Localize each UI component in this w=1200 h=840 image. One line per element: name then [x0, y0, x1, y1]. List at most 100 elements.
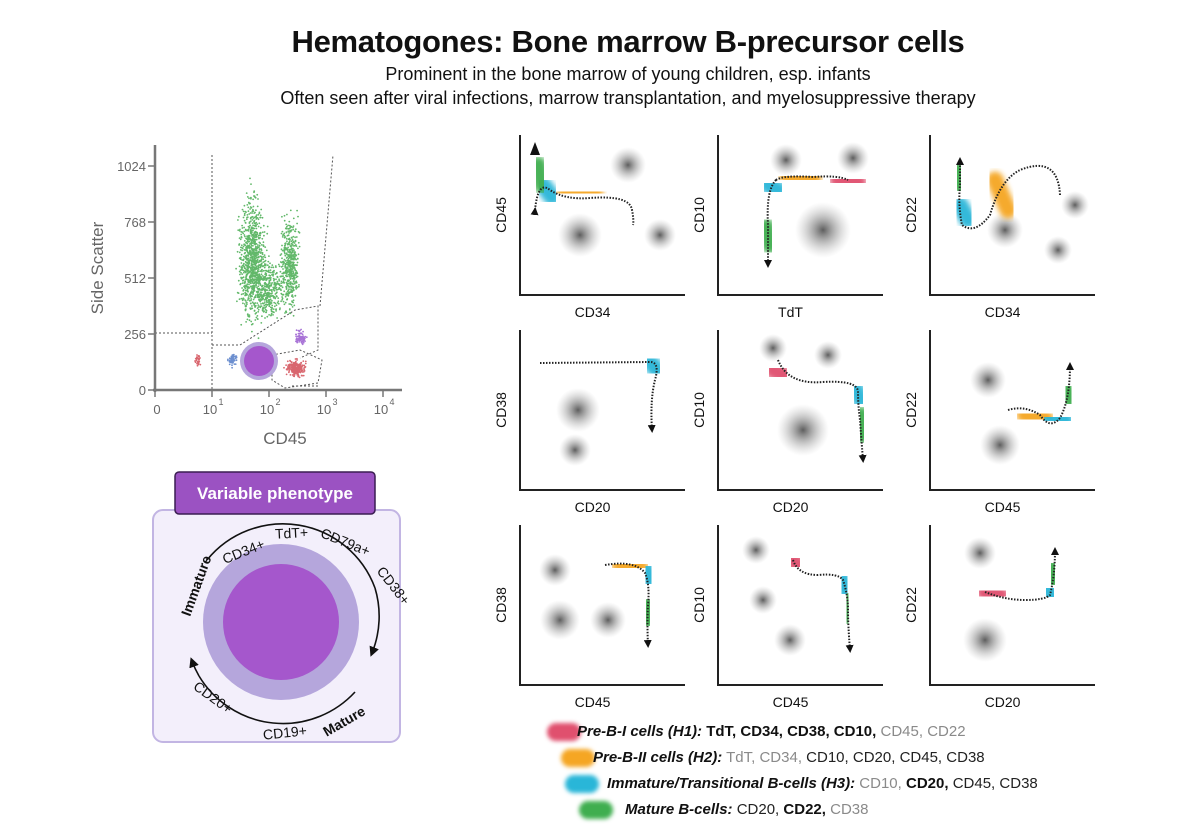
stage-blob-h1: [829, 171, 867, 191]
scatter-x-label: CD45: [263, 429, 306, 448]
plot-x-label: CD45: [773, 694, 809, 710]
maturation-trajectory: [792, 559, 854, 653]
x-tick-10-4: 10: [374, 402, 388, 417]
x-tick-0: 0: [153, 402, 160, 417]
marker-plot-2: TdT CD10: [691, 135, 883, 320]
legend: Pre-B-I cells (H1): TdT, CD34, CD38, CD1…: [545, 720, 1185, 824]
legend-h3-marker: CD10,: [859, 775, 902, 792]
phenotype-label: Variable phenotype: [197, 484, 353, 503]
blue-cluster: [227, 353, 238, 369]
legend-mature-marker: CD20,: [736, 801, 780, 818]
population-cloud: [795, 202, 851, 258]
plot-y-label: CD38: [493, 587, 509, 623]
stage-blob-h3: [951, 196, 977, 229]
maturation-arc-top: [206, 523, 376, 589]
population-cloud: [837, 142, 869, 174]
population-cloud: [556, 388, 600, 432]
stage-blob-h2: [556, 183, 604, 202]
legend-swatch-h3: [565, 775, 599, 793]
population-cloud: [610, 147, 646, 183]
population-cloud: [963, 618, 1007, 662]
plot-x-label: TdT: [778, 304, 803, 320]
plot-x-label: CD45: [985, 499, 1021, 515]
marker-plot-8: CD45 CD10: [691, 525, 883, 710]
population-cloud: [814, 341, 842, 369]
maturation-trajectory: [777, 359, 867, 463]
plot-x-label: CD45: [575, 694, 611, 710]
y-tick-1024: 1024: [117, 159, 146, 174]
gate-lines: [155, 154, 334, 390]
marker-plot-9: CD20 CD22: [903, 525, 1095, 710]
maturation-trajectory: [530, 186, 635, 226]
legend-h2-marker: CD45,: [899, 749, 943, 766]
subtitle-line-2: Often seen after viral infections, marro…: [280, 88, 976, 108]
page-title: Hematogones: Bone marrow B-precursor cel…: [291, 24, 965, 59]
legend-h2-marker: CD38: [946, 749, 985, 766]
x-tick-exp-3: 3: [332, 397, 337, 407]
granulocyte-cluster-2: [279, 209, 301, 317]
marker-plot-1: CD34 CD45: [493, 135, 685, 320]
debris-cluster: [194, 354, 202, 367]
stage-blob-h2: [779, 168, 822, 188]
granulocyte-cluster-3: [247, 255, 288, 324]
x-tick-exp-2: 2: [275, 397, 280, 407]
x-tick-exp-4: 4: [389, 397, 394, 407]
population-cloud: [749, 586, 777, 614]
stage-blob-mature: [852, 406, 872, 444]
granulocyte-cluster: [235, 177, 270, 340]
marker-plot-6: CD45 CD22: [903, 330, 1095, 515]
legend-name-mature: Mature B-cells:: [625, 801, 733, 818]
y-tick-768: 768: [124, 215, 146, 230]
stage-blob-mature: [638, 596, 658, 629]
plot-y-label: CD10: [691, 392, 707, 428]
legend-swatch-h2: [561, 749, 595, 767]
legend-name-h3: Immature/Transitional B-cells (H3):: [607, 775, 856, 792]
legend-h1-marker: CD34,: [740, 723, 783, 740]
scatter-y-ticks: 0 256 512 768 1024: [117, 159, 155, 398]
population-cloud: [777, 404, 829, 456]
marker-pattern-grid: CD34CD45TdTCD10CD34CD22CD20CD38CD20CD10C…: [493, 135, 1095, 710]
legend-h2-marker: CD34,: [759, 749, 802, 766]
scatter-x-ticks: 0 10 1 10 2 10 3 10 4: [153, 390, 395, 417]
cell-inner: [223, 564, 339, 680]
stage-blob-h2: [986, 171, 1017, 219]
legend-name-h1: Pre-B-I cells (H1):: [577, 723, 703, 740]
population-cloud: [759, 334, 787, 362]
population-cloud: [590, 602, 626, 638]
marker-cd19: CD19+: [262, 722, 307, 743]
monocyte-cluster: [283, 357, 307, 379]
legend-mature-marker: CD38: [830, 801, 869, 818]
population-cloud: [964, 537, 996, 569]
legend-row-h3: Immature/Transitional B-cells (H3): CD10…: [545, 772, 1185, 798]
population-cloud: [558, 213, 602, 257]
legend-h2-marker: CD10,: [806, 749, 849, 766]
stage-blob-h3: [1041, 409, 1074, 429]
maturation-arrow-left: [189, 657, 200, 677]
population-cloud: [987, 212, 1023, 248]
y-tick-0: 0: [139, 383, 146, 398]
maturation-arrow-right: [369, 587, 380, 657]
marker-plot-7: CD45 CD38: [493, 525, 685, 710]
legend-h1-marker: CD38,: [787, 723, 830, 740]
population-cloud: [1044, 236, 1072, 264]
trajectory-arrowhead: [530, 142, 540, 155]
x-tick-10-2: 10: [260, 402, 274, 417]
subtitle-line-1: Prominent in the bone marrow of young ch…: [385, 64, 871, 84]
maturation-trajectory: [984, 547, 1059, 602]
y-tick-256: 256: [124, 327, 146, 342]
legend-h1-marker: CD22: [927, 723, 966, 740]
plot-x-label: CD20: [575, 499, 611, 515]
plot-y-label: CD22: [903, 392, 919, 428]
legend-row-h1: Pre-B-I cells (H1): TdT, CD34, CD38, CD1…: [545, 720, 1185, 746]
plot-y-label: CD22: [903, 197, 919, 233]
stage-blob-mature: [1058, 381, 1079, 409]
x-tick-10-1: 10: [203, 402, 217, 417]
legend-swatch-mature: [579, 801, 613, 819]
population-cloud: [539, 554, 571, 586]
plot-x-label: CD20: [773, 499, 809, 515]
scatter-points: [194, 177, 308, 379]
population-cloud: [644, 219, 676, 251]
legend-h1-marker: CD10,: [833, 723, 877, 740]
legend-h1-marker: CD45,: [880, 723, 924, 740]
legend-h2-marker: TdT,: [726, 749, 756, 766]
